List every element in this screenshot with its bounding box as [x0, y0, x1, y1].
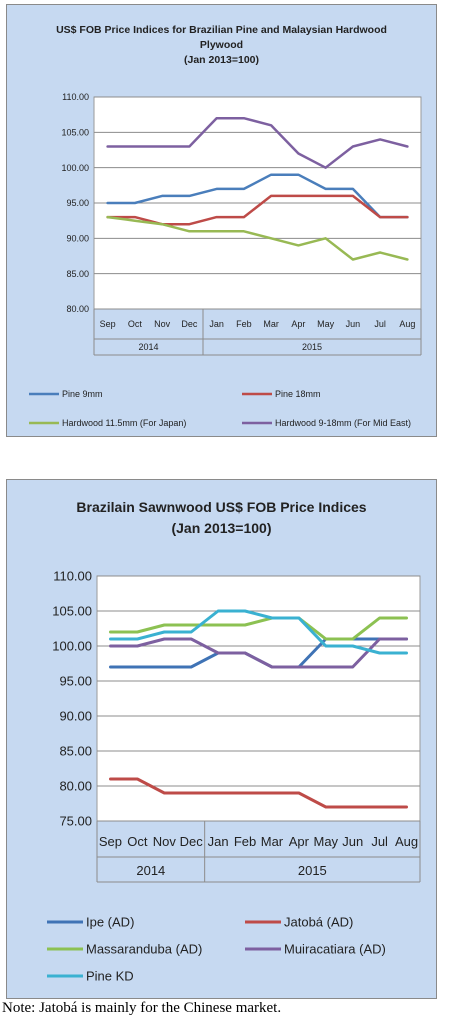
legend-label: Hardwood 9-18mm (For Mid East)	[275, 418, 411, 428]
series-line	[106, 116, 409, 169]
series-line	[109, 637, 408, 669]
plywood-price-chart: 80.00 85.00 90.00 95.00 100.00 105.00 110.00 Se…	[29, 92, 422, 428]
x-tick-label: May	[317, 319, 335, 329]
series-line	[106, 173, 409, 219]
x-tick-label: Aug	[395, 834, 418, 849]
y-tick-label: 90.00	[59, 709, 92, 724]
y-tick-label: 100.00	[52, 639, 92, 654]
x-tick-label: Apr	[289, 834, 310, 849]
y-tick-label: 100.00	[61, 163, 89, 173]
y-tick-label: 85.00	[59, 744, 92, 759]
x-group-label: 2014	[136, 863, 165, 878]
chart-title-line: US$ FOB Price Indices for Brazilian Pine…	[56, 24, 387, 36]
y-tick-label: 85.00	[66, 269, 89, 279]
y-tick-label: 80.00	[59, 779, 92, 794]
chart-subtitle: (Jan 2013=100)	[183, 54, 259, 66]
x-tick-label: Dec	[181, 319, 198, 329]
x-tick-label: Sep	[99, 834, 122, 849]
sawnwood-price-chart: 75.00 80.00 85.00 90.00 95.00 100.00 105.00 110…	[47, 569, 421, 984]
chart-title-line: Plywood	[199, 39, 244, 51]
x-tick-label: Feb	[236, 319, 252, 329]
x-tick-label: Dec	[180, 834, 204, 849]
chart-title-line: Brazilain Sawnwood US$ FOB Price Indices	[76, 499, 367, 515]
y-tick-label: 105.00	[52, 604, 92, 619]
y-tick-label: 105.00	[61, 127, 89, 137]
legend-label: Pine KD	[86, 969, 134, 984]
legend-label: Hardwood 11.5mm (For Japan)	[62, 418, 186, 428]
y-tick-label: 110.00	[62, 92, 89, 102]
series-line	[106, 215, 409, 261]
x-tick-label: Apr	[291, 319, 305, 329]
chart-title: US$ FOB Price Indices for Brazilian Pine…	[7, 23, 436, 68]
x-tick-label: Aug	[399, 319, 415, 329]
series-line	[109, 777, 408, 809]
x-group-label: 2015	[302, 342, 322, 352]
x-tick-label: Mar	[263, 319, 279, 329]
chart-subtitle: (Jan 2013=100)	[171, 520, 272, 536]
y-tick-label: 75.00	[59, 814, 92, 829]
y-tick-label: 95.00	[66, 198, 89, 208]
x-group-label: 2014	[138, 342, 158, 352]
x-tick-label: Jul	[371, 834, 388, 849]
legend-label: Massaranduba (AD)	[86, 942, 202, 957]
x-tick-label: Jun	[346, 319, 361, 329]
legend-label: Muiracatiara (AD)	[284, 942, 386, 957]
x-tick-label: May	[314, 834, 339, 849]
y-tick-label: 90.00	[66, 233, 89, 243]
x-group-label: 2015	[298, 863, 327, 878]
x-tick-label: Oct	[128, 319, 143, 329]
legend-label: Pine 18mm	[275, 389, 321, 399]
x-tick-label: Jan	[208, 834, 229, 849]
chart-title: Brazilain Sawnwood US$ FOB Price Indices…	[7, 497, 436, 539]
y-tick-label: 80.00	[66, 304, 89, 314]
x-tick-label: Jan	[209, 319, 224, 329]
chart-panel-sawnwood: Brazilain Sawnwood US$ FOB Price Indices…	[6, 479, 437, 999]
legend-label: Pine 9mm	[62, 389, 103, 399]
x-tick-label: Jun	[342, 834, 363, 849]
x-tick-label: Nov	[154, 319, 171, 329]
y-tick-label: 95.00	[59, 674, 92, 689]
legend-label: Jatobá (AD)	[284, 915, 353, 930]
series-line	[109, 616, 408, 641]
x-tick-label: Nov	[153, 834, 177, 849]
plot-area	[96, 575, 421, 822]
x-tick-label: Feb	[234, 834, 256, 849]
x-tick-label: Sep	[100, 319, 116, 329]
y-tick-label: 110.00	[53, 569, 92, 584]
x-tick-label: Jul	[374, 319, 386, 329]
series-line	[109, 609, 408, 655]
footnote: Note: Jatobá is mainly for the Chinese m…	[2, 1000, 282, 1016]
x-tick-label: Oct	[127, 834, 148, 849]
legend-label: Ipe (AD)	[86, 915, 134, 930]
x-tick-label: Mar	[261, 834, 284, 849]
chart-panel-plywood: US$ FOB Price Indices for Brazilian Pine…	[6, 4, 437, 437]
